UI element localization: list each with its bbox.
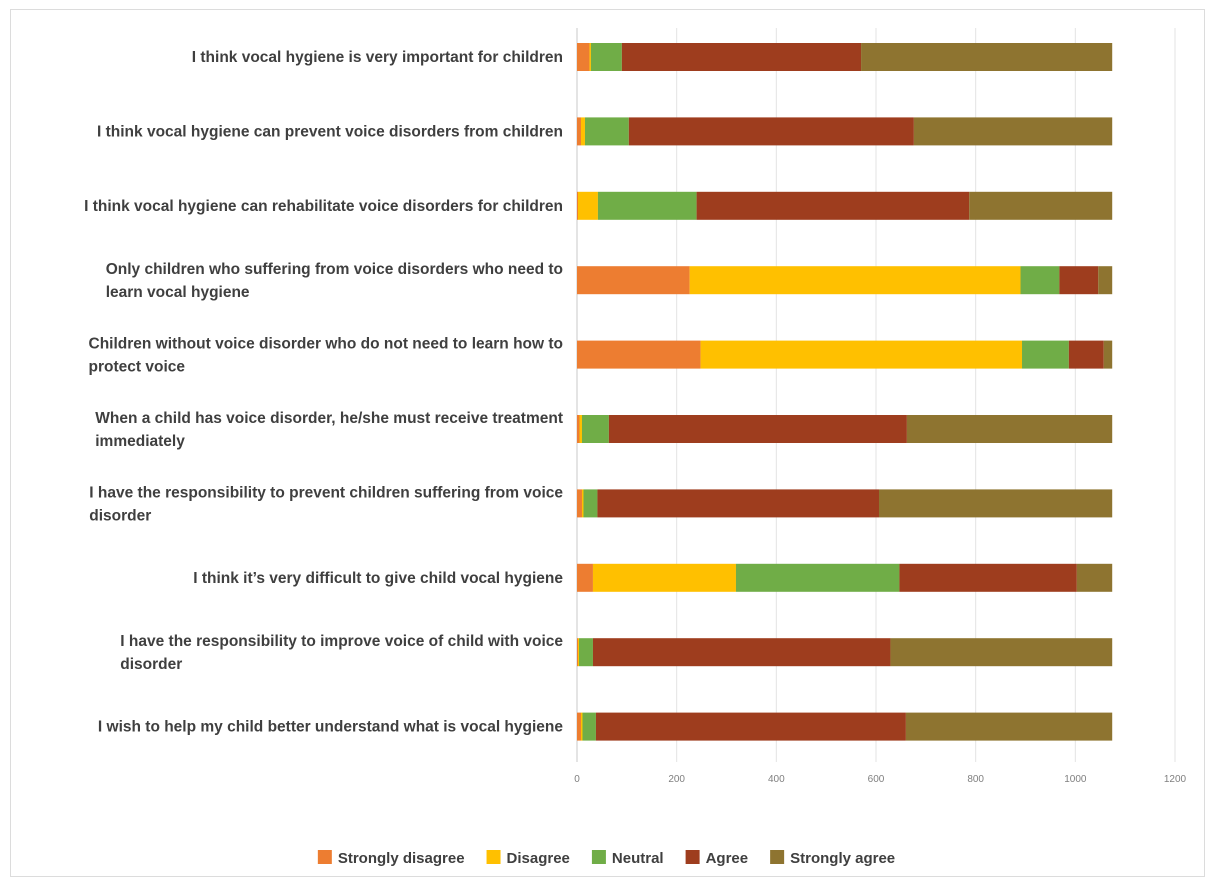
bar-segment [621,43,862,71]
bar-segment [597,191,697,220]
bar-segment [579,415,582,443]
category-label-line: disorder [120,656,182,673]
bar-segment [577,191,578,220]
bar-segment [592,563,736,592]
bar-segment [577,415,580,443]
bar-segment [584,117,629,146]
bar-segment [878,489,1113,518]
bar-segment [577,638,578,667]
legend: Strongly disagree Disagree Neutral Agree Str… [317,850,895,867]
category-label-line: Children without voice disorder who do n… [89,336,563,353]
bar-segment [577,489,582,518]
bar-segment [592,638,891,667]
legend-swatch [591,850,606,864]
bar-segment [577,43,590,71]
bar-segment [577,712,581,741]
bar-segment [1022,340,1069,369]
category-label: I think vocal hygiene is very important … [192,49,563,66]
category-label-line: disorder [89,507,151,524]
bar-segment [581,489,584,518]
x-tick-label: 400 [768,774,785,785]
bar-segment [696,191,970,220]
bar-segment [861,43,1113,71]
bar-segment [689,266,1021,295]
bar-segment [1059,266,1099,295]
x-tick-label: 1000 [1064,774,1087,785]
x-axis-tick-labels: 0 200 400 600 800 1000 1200 [574,774,1186,785]
bar-segment [590,43,622,71]
category-label: I think vocal hygiene can prevent voice … [97,123,563,140]
bar-segment [913,117,1113,146]
bar-segment [905,712,1113,741]
bar-segment [700,340,1023,369]
bar-segment [1098,266,1113,295]
legend-swatch [317,850,332,864]
bar-segment [969,191,1113,220]
legend-label: Disagree [507,850,570,867]
bar-segment [577,638,579,667]
bar-segment [583,489,598,518]
category-label-line: When a child has voice disorder, he/she … [95,410,563,427]
x-tick-label: 1200 [1164,774,1187,785]
legend-label: Strongly agree [790,850,895,867]
legend-label: Strongly disagree [338,850,465,867]
bar-segment [577,191,598,220]
bar-segment [581,415,609,443]
bar-segment [906,415,1113,443]
category-label-line: Only children who suffering from voice d… [106,261,563,278]
bar-segment [899,563,1077,592]
bar-segment [580,117,585,146]
bar-segment [1020,266,1060,295]
bar-segment [735,563,900,592]
x-tick-label: 600 [868,774,885,785]
bar-segment [580,712,583,741]
category-labels: I think vocal hygiene is very important … [84,49,563,736]
category-label: I think it’s very difficult to give chil… [193,570,563,587]
category-label-line: I have the responsibility to improve voi… [120,633,563,650]
bar-segment [890,638,1113,667]
legend-swatch [685,850,700,864]
category-label: I think vocal hygiene can rehabilitate v… [84,198,563,215]
category-label-line: I have the responsibility to prevent chi… [89,484,563,501]
bar-segment [578,638,593,667]
category-label-line: learn vocal hygiene [106,284,250,301]
bar-segment [608,415,907,443]
bar-segment [1076,563,1113,592]
x-tick-label: 800 [967,774,984,785]
bars [577,43,1113,741]
bar-segment [628,117,914,146]
category-label: I wish to help my child better understan… [98,719,563,736]
bar-segment [595,712,906,741]
bar-segment [577,117,581,146]
bar-segment [577,340,701,369]
legend-swatch [770,850,785,864]
bar-segment [582,712,596,741]
bar-segment [1103,340,1113,369]
legend-swatch [486,850,501,864]
x-tick-label: 0 [574,774,580,785]
bar-segment [577,563,593,592]
bar-segment [577,266,690,295]
bar-segment [1068,340,1104,369]
bar-segment [589,43,591,71]
x-tick-label: 200 [668,774,685,785]
legend-label: Agree [706,850,749,867]
category-label-line: immediately [95,433,185,450]
bar-segment [597,489,879,518]
legend-label: Neutral [612,850,664,867]
category-label-line: protect voice [89,359,186,376]
